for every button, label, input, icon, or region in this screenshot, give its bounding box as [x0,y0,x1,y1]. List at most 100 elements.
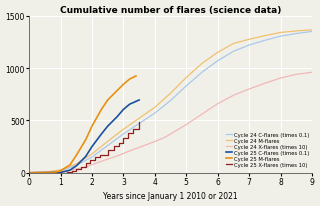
Cycle 24 M-flares [216,52,220,54]
Cycle 25 X-flares (times 10) [126,133,130,135]
Cycle 24 M-flares [27,172,31,174]
Cycle 25 X-flares (times 10) [131,128,135,131]
Cycle 24 M-flares [184,77,188,79]
Cycle 24 C-flares (times 0.1) [90,156,94,158]
Cycle 25 X-flares (times 10) [27,172,31,174]
Cycle 25 C-flares (times 0.1) [115,116,119,118]
Cycle 24 M-flares [247,39,251,41]
Cycle 24 M-flares [137,117,141,120]
Cycle 25 X-flares (times 10) [98,154,102,156]
Legend: Cycle 24 C-flares (times 0.1), Cycle 24 M-flares, Cycle 24 X-flares (times 10), : Cycle 24 C-flares (times 0.1), Cycle 24 … [226,132,309,167]
Cycle 25 C-flares (times 0.1) [68,169,72,172]
Cycle 24 M-flares [279,32,283,35]
Cycle 25 M-flares [52,171,56,174]
Cycle 24 M-flares [200,63,204,65]
Cycle 24 M-flares [294,30,298,33]
Cycle 24 C-flares (times 0.1) [247,44,251,47]
Cycle 24 M-flares [43,171,47,174]
Cycle 24 X-flares (times 10) [263,83,267,85]
Cycle 25 M-flares [84,139,88,141]
Cycle 24 C-flares (times 0.1) [106,145,110,147]
Cycle 24 C-flares (times 0.1) [263,40,267,42]
Cycle 25 X-flares (times 10) [88,159,92,161]
Cycle 25 X-flares (times 10) [65,171,69,174]
Cycle 24 X-flares (times 10) [200,113,204,116]
Cycle 24 X-flares (times 10) [162,137,166,139]
Cycle 24 X-flares (times 10) [279,77,283,80]
Title: Cumulative number of flares (science data): Cumulative number of flares (science dat… [60,6,281,14]
Cycle 25 C-flares (times 0.1) [100,133,103,136]
Cycle 24 X-flares (times 10) [147,143,150,145]
Cycle 24 X-flares (times 10) [310,72,314,74]
Cycle 24 C-flares (times 0.1) [294,33,298,36]
Cycle 24 X-flares (times 10) [184,124,188,126]
Cycle 25 X-flares (times 10) [93,156,97,159]
Cycle 24 C-flares (times 0.1) [137,123,141,125]
Cycle 25 C-flares (times 0.1) [27,172,31,174]
Cycle 25 M-flares [100,109,103,111]
Cycle 24 C-flares (times 0.1) [153,112,157,115]
Line: Cycle 25 M-flares: Cycle 25 M-flares [29,77,136,173]
Cycle 25 M-flares [59,170,62,172]
Cycle 24 X-flares (times 10) [27,172,31,174]
Cycle 24 C-flares (times 0.1) [200,72,204,74]
Cycle 24 X-flares (times 10) [100,160,103,163]
Cycle 24 M-flares [59,169,62,171]
Cycle 25 C-flares (times 0.1) [128,103,132,106]
Cycle 25 X-flares (times 10) [112,145,116,147]
Cycle 24 C-flares (times 0.1) [43,171,47,174]
Cycle 24 X-flares (times 10) [115,155,119,157]
Cycle 25 X-flares (times 10) [74,168,78,170]
Line: Cycle 25 C-flares (times 0.1): Cycle 25 C-flares (times 0.1) [29,101,139,173]
Cycle 25 M-flares [90,125,94,128]
Cycle 25 X-flares (times 10) [117,142,121,144]
Cycle 24 X-flares (times 10) [52,171,56,174]
Cycle 24 M-flares [122,128,125,131]
Cycle 25 X-flares (times 10) [84,162,88,164]
Cycle 24 M-flares [231,43,235,46]
Cycle 24 C-flares (times 0.1) [27,172,31,174]
Cycle 25 M-flares [134,75,138,78]
Cycle 24 M-flares [74,163,78,165]
Cycle 24 M-flares [90,153,94,155]
Cycle 24 C-flares (times 0.1) [74,164,78,167]
Cycle 24 M-flares [169,92,172,95]
Cycle 24 C-flares (times 0.1) [279,36,283,38]
Cycle 24 M-flares [263,35,267,38]
Cycle 25 M-flares [122,84,125,86]
Cycle 25 C-flares (times 0.1) [137,99,141,102]
Cycle 24 X-flares (times 10) [216,103,220,105]
Cycle 24 X-flares (times 10) [247,88,251,91]
Cycle 25 X-flares (times 10) [137,122,141,124]
Cycle 25 M-flares [68,164,72,166]
X-axis label: Years since January 1 2010 or 2021: Years since January 1 2010 or 2021 [103,192,238,200]
Line: Cycle 24 X-flares (times 10): Cycle 24 X-flares (times 10) [29,73,312,173]
Cycle 24 M-flares [310,29,314,32]
Cycle 25 C-flares (times 0.1) [74,165,78,167]
Cycle 25 X-flares (times 10) [106,149,110,152]
Cycle 24 C-flares (times 0.1) [184,85,188,88]
Cycle 24 C-flares (times 0.1) [231,51,235,53]
Line: Cycle 25 X-flares (times 10): Cycle 25 X-flares (times 10) [29,123,139,173]
Cycle 24 X-flares (times 10) [84,166,88,168]
Cycle 25 C-flares (times 0.1) [122,109,125,111]
Line: Cycle 24 M-flares: Cycle 24 M-flares [29,31,312,173]
Cycle 24 C-flares (times 0.1) [169,100,172,102]
Cycle 24 X-flares (times 10) [294,74,298,76]
Cycle 25 M-flares [74,154,78,157]
Cycle 24 C-flares (times 0.1) [310,31,314,34]
Cycle 25 C-flares (times 0.1) [90,146,94,148]
Cycle 24 M-flares [153,107,157,109]
Cycle 24 X-flares (times 10) [131,149,135,151]
Cycle 25 X-flares (times 10) [79,166,83,168]
Cycle 25 M-flares [115,90,119,92]
Cycle 25 C-flares (times 0.1) [106,125,110,128]
Line: Cycle 24 C-flares (times 0.1): Cycle 24 C-flares (times 0.1) [29,32,312,173]
Cycle 24 C-flares (times 0.1) [216,60,220,63]
Cycle 25 C-flares (times 0.1) [59,171,62,174]
Cycle 25 M-flares [27,172,31,174]
Cycle 25 C-flares (times 0.1) [84,156,88,158]
Cycle 25 M-flares [128,78,132,81]
Cycle 24 C-flares (times 0.1) [59,170,62,172]
Cycle 24 C-flares (times 0.1) [122,133,125,136]
